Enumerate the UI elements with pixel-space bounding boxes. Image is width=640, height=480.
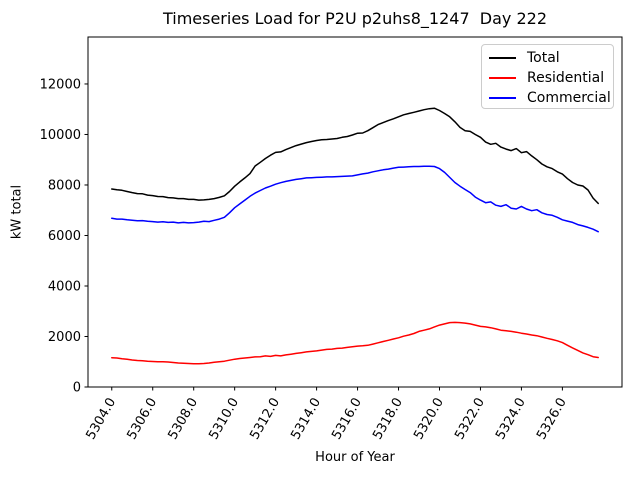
legend-entry-commercial: Commercial: [489, 88, 613, 107]
total-series-line: [111, 107, 599, 205]
total-line-sample: [489, 56, 516, 59]
y-tick-label: 6000: [48, 229, 81, 244]
chart-title: Timeseries Load for P2U p2uhs8_1247 Day …: [162, 9, 548, 28]
x-tick-label: 5320.0: [411, 396, 447, 443]
x-tick-label: 5310.0: [206, 396, 242, 443]
legend-entry-total: Total: [489, 48, 613, 67]
y-tick-label: 12000: [40, 77, 81, 92]
x-tick-label: 5304.0: [83, 396, 119, 443]
y-axis-label: kW total: [9, 184, 25, 240]
x-tick-label: 5314.0: [288, 396, 324, 443]
y-tick-label: 4000: [48, 279, 81, 294]
x-tick-label: 5326.0: [534, 396, 570, 443]
y-tick-label: 8000: [48, 178, 81, 193]
x-tick-label: 5308.0: [165, 396, 201, 443]
x-tick-label: 5324.0: [493, 396, 529, 443]
axes-spines: [87, 36, 623, 388]
y-tick-label: 0: [73, 381, 81, 396]
y-tick-label: 10000: [40, 128, 81, 143]
commercial-line-sample: [489, 96, 516, 99]
legend-label-total: Total: [527, 49, 560, 66]
commercial-series-line: [111, 165, 599, 233]
x-tick-label: 5318.0: [370, 396, 406, 443]
x-tick-label: 5306.0: [124, 396, 160, 443]
residential-line-sample: [489, 76, 516, 79]
residential-series-line: [111, 321, 599, 365]
x-tick-label: 5316.0: [329, 396, 365, 443]
x-tick-label: 5312.0: [247, 396, 283, 443]
legend-entry-residential: Residential: [489, 68, 613, 87]
y-tick-label: 2000: [48, 330, 81, 345]
x-axis-label: Hour of Year: [315, 450, 395, 465]
legend: Total Residential Commercial: [481, 44, 614, 109]
legend-label-residential: Residential: [527, 69, 605, 86]
legend-label-commercial: Commercial: [527, 89, 611, 106]
x-tick-label: 5322.0: [452, 396, 488, 443]
